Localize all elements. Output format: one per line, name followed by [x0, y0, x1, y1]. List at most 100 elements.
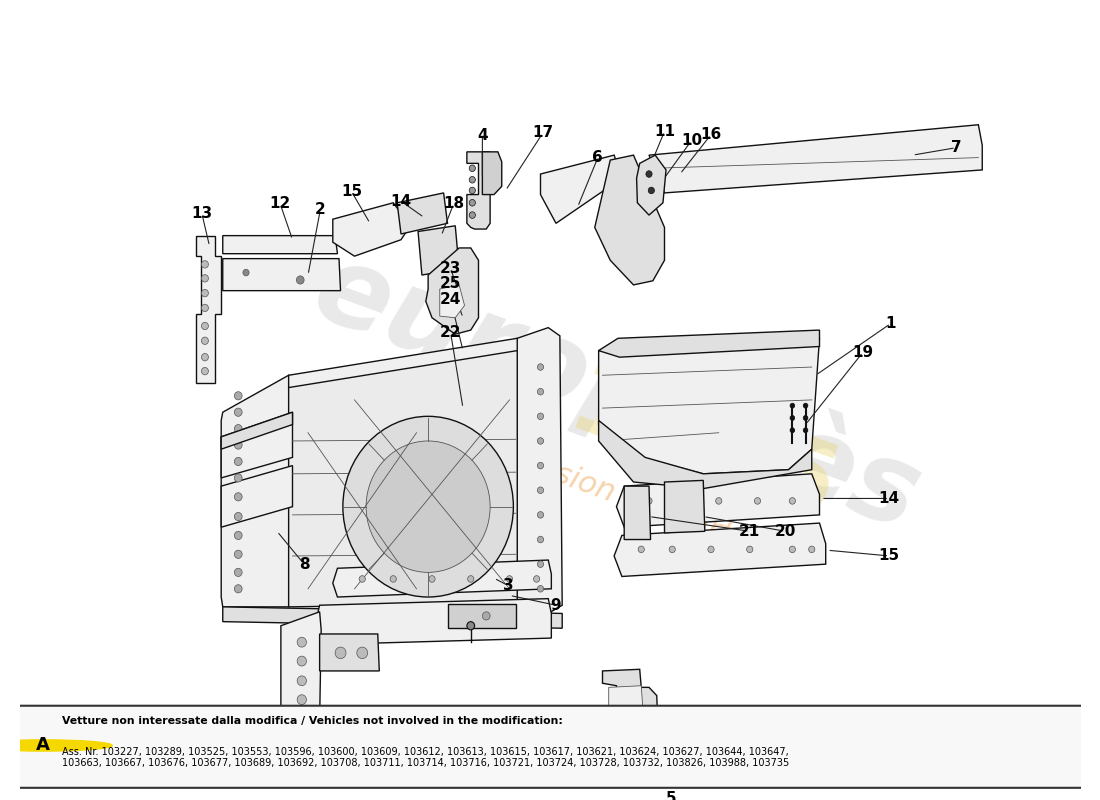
Polygon shape	[448, 603, 516, 628]
Circle shape	[296, 276, 304, 284]
Polygon shape	[624, 486, 650, 539]
Text: 2: 2	[315, 202, 326, 217]
Circle shape	[538, 487, 543, 494]
Circle shape	[603, 729, 611, 737]
Circle shape	[790, 428, 794, 433]
Text: 4: 4	[477, 128, 487, 143]
Circle shape	[538, 364, 543, 370]
Text: 16: 16	[701, 127, 722, 142]
Circle shape	[538, 462, 543, 469]
Polygon shape	[637, 155, 667, 215]
Circle shape	[648, 187, 654, 194]
Circle shape	[234, 550, 242, 558]
Polygon shape	[288, 338, 525, 396]
Polygon shape	[280, 612, 321, 729]
Circle shape	[538, 561, 543, 567]
Circle shape	[359, 576, 365, 582]
Text: 25: 25	[440, 276, 461, 290]
Circle shape	[803, 415, 807, 421]
Circle shape	[234, 474, 242, 482]
Circle shape	[747, 546, 752, 553]
Text: 21: 21	[739, 524, 760, 539]
Text: 13: 13	[191, 206, 212, 221]
Polygon shape	[196, 236, 221, 383]
Circle shape	[466, 622, 474, 630]
Circle shape	[234, 493, 242, 501]
Circle shape	[201, 274, 208, 282]
Circle shape	[234, 408, 242, 416]
Text: 17: 17	[532, 126, 553, 141]
Circle shape	[356, 647, 367, 658]
Circle shape	[297, 694, 307, 705]
Circle shape	[234, 513, 242, 521]
Polygon shape	[222, 258, 341, 290]
Circle shape	[470, 165, 475, 171]
Text: A: A	[36, 737, 51, 754]
Text: 10: 10	[681, 133, 702, 148]
Polygon shape	[221, 466, 293, 527]
Text: 7: 7	[950, 140, 961, 155]
Circle shape	[468, 576, 474, 582]
Circle shape	[201, 322, 208, 330]
Circle shape	[234, 392, 242, 400]
Text: Ass. Nr. 103227, 103289, 103525, 103553, 103596, 103600, 103609, 103612, 103613,: Ass. Nr. 103227, 103289, 103525, 103553,…	[63, 746, 790, 768]
Circle shape	[201, 304, 208, 312]
Polygon shape	[608, 686, 642, 710]
Text: Vetture non interessate dalla modifica / Vehicles not involved in the modificati: Vetture non interessate dalla modifica /…	[63, 716, 563, 726]
Polygon shape	[616, 474, 820, 527]
Text: europarès: europarès	[300, 230, 936, 553]
Circle shape	[790, 403, 794, 408]
Text: 15: 15	[341, 184, 362, 198]
Circle shape	[646, 170, 652, 178]
Polygon shape	[598, 421, 812, 489]
Text: 12: 12	[270, 196, 290, 211]
Polygon shape	[517, 328, 562, 614]
Polygon shape	[320, 634, 379, 671]
Circle shape	[201, 261, 208, 268]
Polygon shape	[418, 226, 459, 275]
Text: 23: 23	[440, 261, 461, 276]
Circle shape	[201, 337, 208, 345]
Circle shape	[755, 498, 760, 504]
Text: 8: 8	[299, 557, 309, 572]
Text: 18: 18	[443, 196, 464, 211]
Circle shape	[808, 546, 815, 553]
Circle shape	[646, 498, 652, 504]
Polygon shape	[440, 285, 464, 318]
Circle shape	[234, 425, 242, 433]
Polygon shape	[397, 193, 448, 234]
Circle shape	[366, 441, 491, 572]
Polygon shape	[598, 330, 820, 357]
Polygon shape	[598, 334, 820, 474]
Polygon shape	[466, 152, 491, 229]
Circle shape	[538, 413, 543, 420]
Circle shape	[429, 576, 436, 582]
Text: 5: 5	[666, 790, 676, 800]
Circle shape	[390, 576, 396, 582]
Text: 11: 11	[654, 124, 675, 139]
Text: 1985: 1985	[556, 356, 850, 542]
Circle shape	[470, 212, 475, 218]
Text: 9: 9	[551, 598, 561, 613]
Polygon shape	[288, 350, 517, 607]
Circle shape	[343, 416, 514, 597]
Circle shape	[638, 546, 645, 553]
Text: 6: 6	[593, 150, 603, 165]
Text: 3: 3	[503, 578, 514, 593]
Polygon shape	[595, 155, 664, 285]
Text: 14: 14	[390, 194, 411, 209]
Circle shape	[470, 177, 475, 183]
Circle shape	[538, 586, 543, 592]
Circle shape	[716, 498, 722, 504]
Circle shape	[297, 656, 307, 666]
Circle shape	[243, 270, 249, 276]
Text: 22: 22	[440, 325, 461, 340]
Circle shape	[234, 458, 242, 466]
Circle shape	[234, 531, 242, 539]
Circle shape	[538, 511, 543, 518]
Text: 1: 1	[886, 316, 896, 331]
Polygon shape	[483, 152, 502, 194]
Circle shape	[297, 711, 307, 721]
Polygon shape	[221, 412, 293, 478]
Circle shape	[538, 388, 543, 395]
